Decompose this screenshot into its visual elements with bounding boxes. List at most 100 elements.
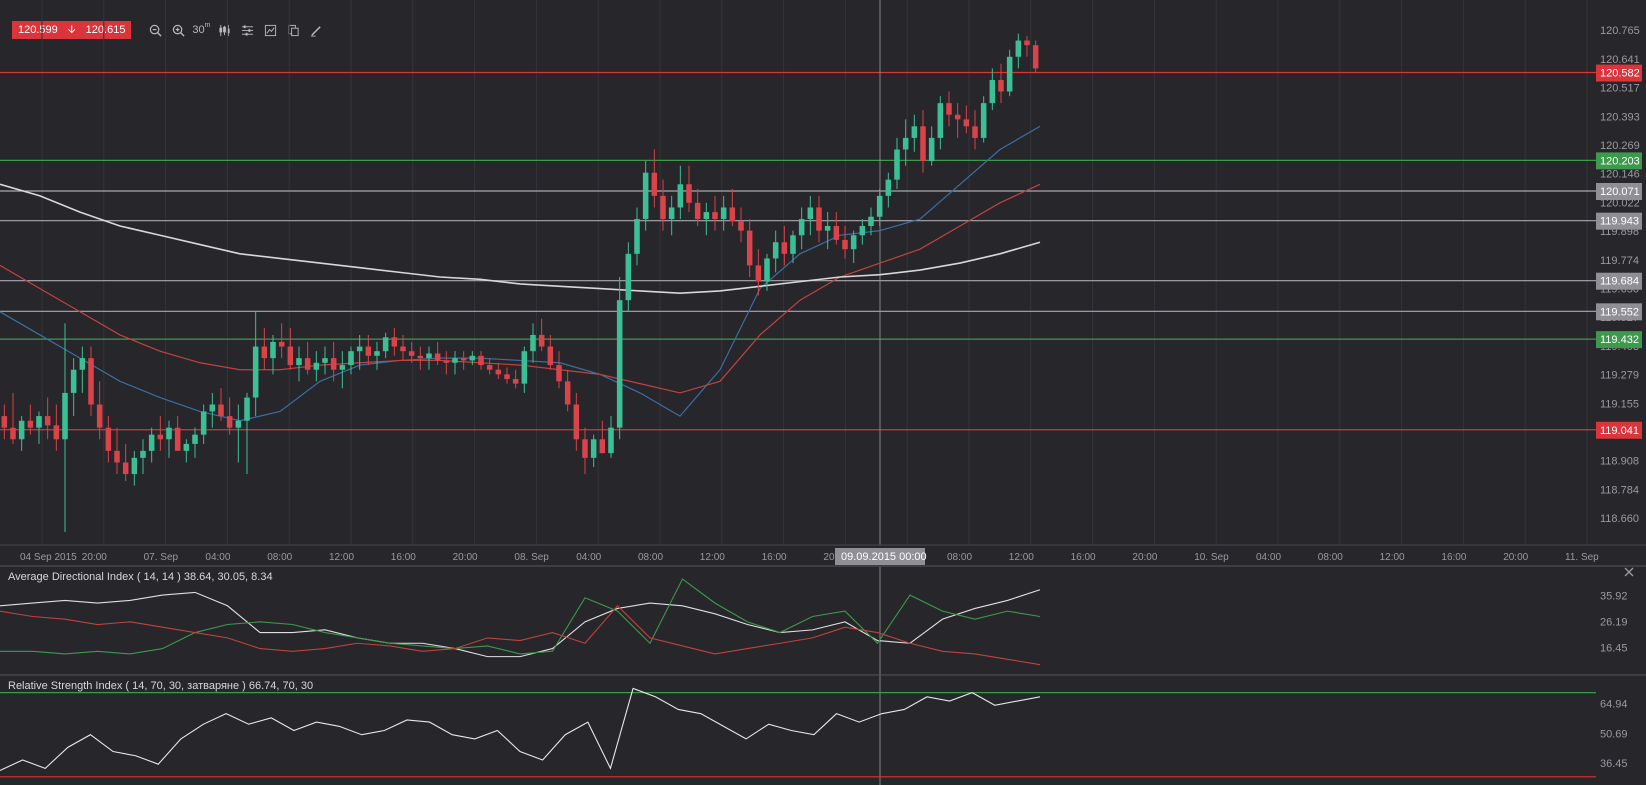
candle-body xyxy=(44,416,51,426)
level-label-bg xyxy=(1596,152,1642,170)
zoom-in-icon[interactable] xyxy=(168,21,188,39)
candle-body xyxy=(1015,40,1022,57)
candle-body xyxy=(885,179,892,196)
time-axis-label: 12:00 xyxy=(1380,552,1405,563)
time-axis-label: 07. Sep xyxy=(144,552,179,563)
candle-body xyxy=(209,404,216,412)
candle-body xyxy=(686,184,692,203)
time-axis-label: 12:00 xyxy=(1009,552,1034,563)
candle-body xyxy=(365,346,372,356)
time-axis-label: 04:00 xyxy=(205,552,230,563)
candle-body xyxy=(235,420,242,428)
ask-price: 120.615 xyxy=(85,24,126,36)
drawing-tools-icon[interactable] xyxy=(260,21,280,39)
time-axis-label: 08:00 xyxy=(267,552,292,563)
candle-body xyxy=(53,425,60,440)
adx-axis-label: 16.45 xyxy=(1600,642,1628,654)
timeframe-unit: m xyxy=(204,21,211,29)
candle-body xyxy=(261,346,268,359)
candle-body xyxy=(920,126,926,162)
candle-body xyxy=(928,137,935,162)
time-axis-label: 12:00 xyxy=(700,552,725,563)
level-label: 119.943 xyxy=(1600,216,1639,228)
candle-body xyxy=(538,334,545,347)
close-pane-icon-stroke xyxy=(1624,567,1634,577)
candle-body xyxy=(192,434,198,444)
price-axis-label: 120.269 xyxy=(1600,140,1640,152)
candle-body xyxy=(842,239,848,250)
candle-body xyxy=(937,103,944,138)
time-axis-label: 20:00 xyxy=(453,552,478,563)
candle-body xyxy=(79,358,86,370)
adx-axis-label: 35.92 xyxy=(1600,590,1628,602)
candle-body xyxy=(88,358,94,405)
time-axis-label: 16:00 xyxy=(1441,552,1466,563)
candle-body xyxy=(434,353,441,361)
time-axis-label: 08:00 xyxy=(947,552,972,563)
candle-body xyxy=(460,358,467,361)
candle-body xyxy=(486,365,493,370)
candle-body xyxy=(62,392,68,440)
level-label-bg xyxy=(1596,421,1642,439)
candle-body xyxy=(105,427,112,451)
candle-body xyxy=(954,114,961,120)
candle-body xyxy=(738,221,744,231)
candle-body xyxy=(911,126,918,138)
time-axis-label: 08:00 xyxy=(1318,552,1343,563)
adx-series-line xyxy=(0,578,1041,655)
indicators-icon[interactable] xyxy=(237,21,257,39)
level-label-bg xyxy=(1596,182,1642,200)
candle-body xyxy=(729,207,736,222)
level-label: 119.684 xyxy=(1600,276,1639,288)
price-axis-label: 120.393 xyxy=(1600,111,1640,123)
candle-body xyxy=(980,103,987,138)
candle-body xyxy=(374,351,380,356)
candle-body xyxy=(200,411,207,435)
price-axis-label: 118.908 xyxy=(1600,456,1639,468)
rsi-axis-label: 64.94 xyxy=(1600,698,1628,710)
price-axis-label: 120.146 xyxy=(1600,169,1640,181)
time-axis-label: 16:00 xyxy=(762,552,787,563)
candle-body xyxy=(140,450,146,458)
candle-body xyxy=(122,462,129,475)
candle-body xyxy=(296,358,302,366)
timeframe-icon[interactable]: 30 m xyxy=(191,21,211,39)
crosshair-time-bg xyxy=(835,548,925,565)
candle-body xyxy=(391,337,398,347)
candle-body xyxy=(616,300,623,428)
candle-body xyxy=(608,427,614,454)
price-axis-label: 119.774 xyxy=(1600,255,1639,267)
candle-body xyxy=(660,195,666,220)
time-axis-bg xyxy=(0,545,1646,567)
candle-body xyxy=(96,404,103,428)
candle-body xyxy=(824,226,831,231)
time-axis-label: 12:00 xyxy=(329,552,354,563)
moving-average-line xyxy=(0,125,1041,422)
pencil-icon[interactable] xyxy=(306,21,326,39)
close-pane-icon[interactable] xyxy=(1624,567,1634,577)
candle-body xyxy=(816,207,822,231)
candle-body xyxy=(356,346,363,352)
candle-body xyxy=(902,137,909,150)
level-label-bg xyxy=(1596,212,1642,230)
candle-body xyxy=(521,351,528,384)
time-axis-label: 08:00 xyxy=(638,552,663,563)
candle-body xyxy=(278,341,285,347)
adx-series-line xyxy=(0,604,1041,666)
zoom-out-icon[interactable] xyxy=(145,21,165,39)
candle-body xyxy=(807,207,814,220)
candle-body xyxy=(322,358,328,363)
level-label-bg xyxy=(1596,64,1642,82)
candle-body xyxy=(478,355,484,366)
candle-body xyxy=(564,381,571,405)
candle-body xyxy=(582,439,588,458)
candle-body xyxy=(148,434,155,451)
time-axis-label: 16:00 xyxy=(391,552,416,563)
candle-body xyxy=(417,355,424,359)
rsi-axis-label: 50.69 xyxy=(1600,728,1628,740)
candle-body xyxy=(746,230,753,266)
chart-type-icon[interactable] xyxy=(214,21,234,39)
candle-body xyxy=(556,365,562,382)
candle-body xyxy=(547,346,554,366)
